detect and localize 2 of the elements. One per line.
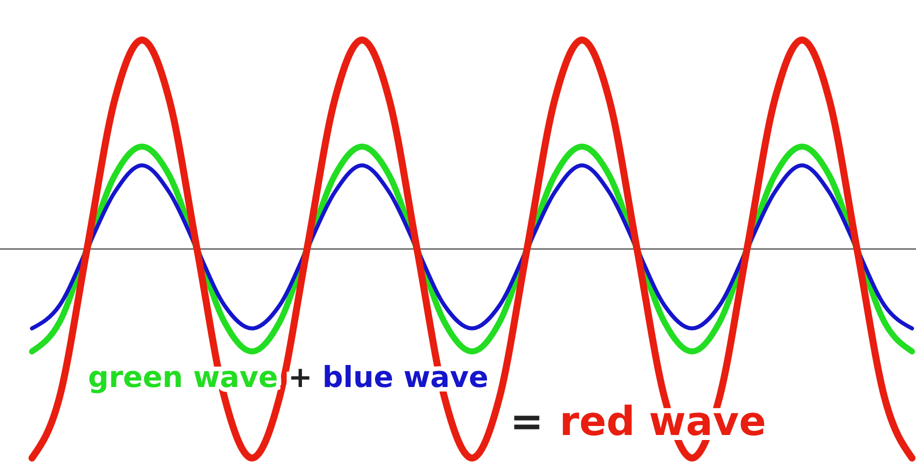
annotation: =: [510, 399, 544, 445]
annotation: +: [288, 360, 312, 394]
